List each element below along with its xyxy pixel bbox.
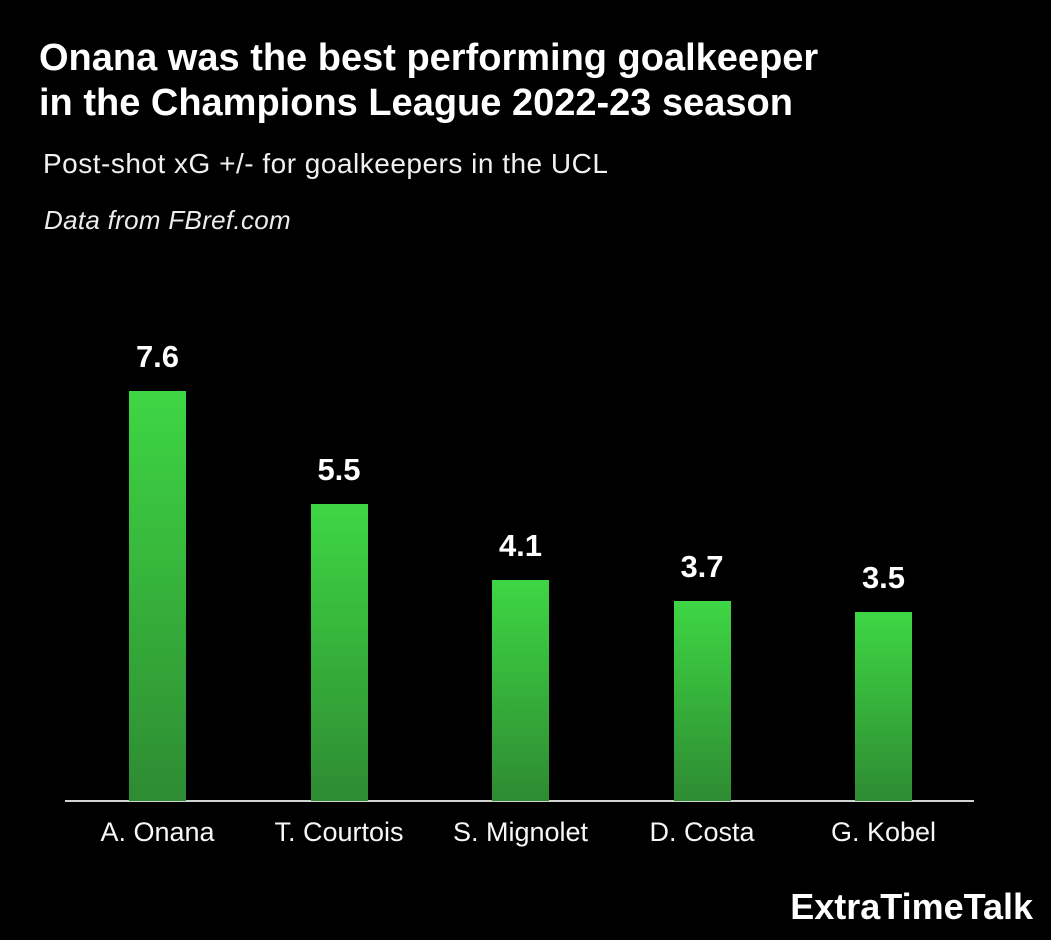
chart-subtitle: Post-shot xG +/- for goalkeepers in the … — [43, 148, 609, 179]
chart-title-line-1: Onana was the best performing goalkeeper — [39, 37, 819, 79]
x-axis-label-s-mignolet: S. Mignolet — [452, 817, 589, 847]
brand-watermark: ExtraTimeTalk — [790, 886, 1033, 927]
x-axis-label-a-onana: A. Onana — [100, 817, 215, 847]
bar-g-kobel — [855, 612, 912, 801]
bar-value-label-g-kobel: 3.5 — [861, 560, 906, 595]
bar-value-label-t-courtois: 5.5 — [317, 452, 361, 487]
chart-title: Onana was the best performing goalkeeper… — [39, 36, 818, 126]
x-axis-label-t-courtois: T. Courtois — [274, 817, 404, 847]
bar-value-label-d-costa: 3.7 — [680, 549, 724, 584]
bar-t-courtois — [310, 504, 368, 801]
bar-d-costa — [673, 601, 731, 801]
x-axis-line — [65, 800, 974, 802]
x-axis-label-g-kobel: G. Kobel — [830, 817, 937, 847]
data-source-note: Data from FBref.com — [44, 205, 291, 235]
bar-a-onana — [129, 391, 186, 801]
bar-value-label-s-mignolet: 4.1 — [498, 528, 543, 563]
bar-s-mignolet — [492, 580, 549, 801]
chart-title-line-2: in the Champions League 2022-23 season — [39, 82, 793, 124]
x-axis-label-d-costa: D. Costa — [649, 817, 755, 847]
bar-value-label-a-onana: 7.6 — [135, 339, 180, 374]
